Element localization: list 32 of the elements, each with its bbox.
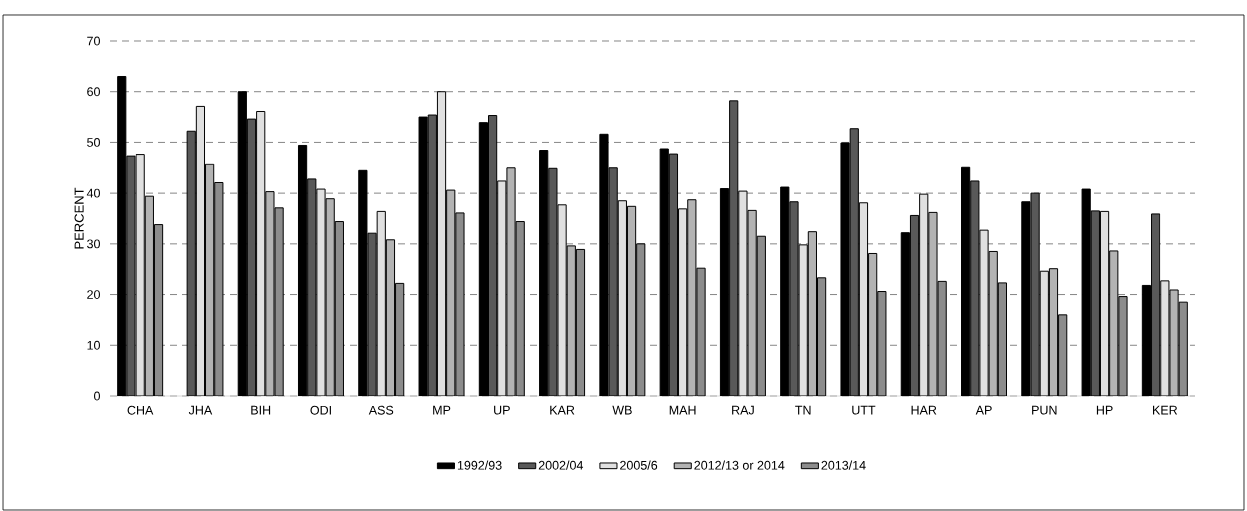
legend-label: 1992/93	[457, 460, 502, 470]
x-tick-label: RAJ	[732, 405, 754, 415]
x-tick-label: WB	[612, 405, 632, 415]
x-tick-label: ODI	[310, 405, 331, 415]
y-tick-label: 70	[87, 36, 100, 46]
y-tick-label: 10	[87, 340, 100, 350]
x-tick-label: HAR	[911, 405, 937, 415]
legend-label: 2002/04	[538, 460, 584, 470]
x-tick-label: CHA	[127, 405, 154, 415]
legend-label: 2012/13 or 2014	[694, 460, 785, 470]
x-tick-label: UTT	[852, 405, 876, 415]
y-tick-label: 0	[94, 391, 100, 401]
x-tick-label: TN	[795, 405, 811, 415]
x-tick-label: ASS	[368, 405, 394, 415]
y-axis-title: PERCENT	[74, 187, 84, 249]
x-tick-label: BIH	[251, 405, 271, 415]
x-tick-label: KAR	[550, 405, 575, 415]
y-tick-label: 20	[87, 290, 100, 299]
x-tick-label: UP	[494, 405, 510, 415]
x-tick-label: KER	[1153, 405, 1178, 415]
y-tick-label: 40	[86, 188, 100, 198]
legend-label: 2013/14	[821, 460, 866, 470]
x-tick-label: PUN	[1032, 405, 1057, 415]
y-tick-label: 30	[87, 239, 100, 249]
x-tick-label: AP	[975, 405, 992, 415]
y-tick-label: 60	[87, 87, 100, 97]
x-tick-label: JHA	[188, 405, 213, 415]
x-tick-label: MAH	[669, 405, 696, 415]
y-tick-label: 50	[87, 138, 100, 147]
x-tick-label: HP	[1096, 405, 1113, 415]
x-tick-label: MP	[433, 405, 451, 415]
legend-label: 2005/6	[620, 460, 658, 470]
